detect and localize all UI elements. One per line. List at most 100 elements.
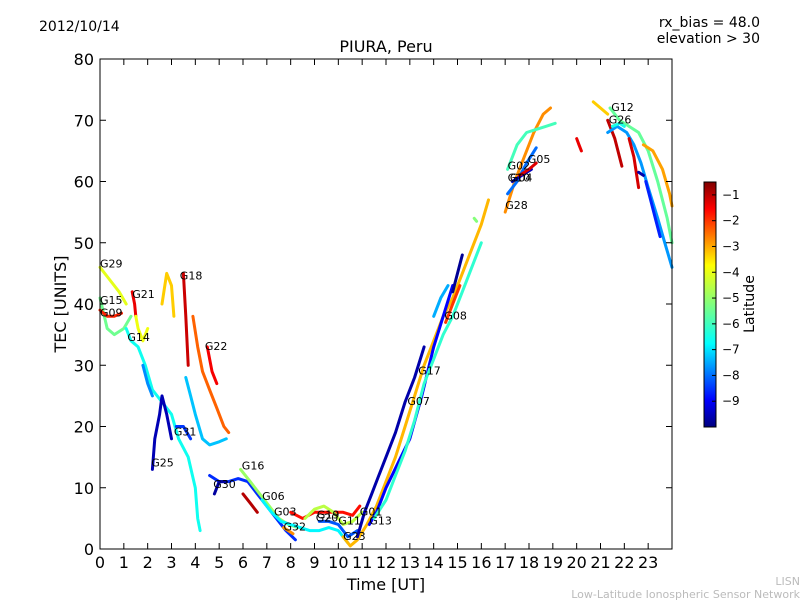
- satellite-label: G08: [444, 309, 467, 322]
- x-tick-label: 22: [614, 553, 634, 572]
- satellite-track-43: [637, 170, 645, 177]
- satellite-label: G02: [508, 159, 531, 172]
- satellite-track-39: [608, 106, 674, 245]
- satellite-label: G09: [100, 306, 123, 319]
- x-tick-label: 10: [328, 553, 348, 572]
- colorbar: [703, 181, 717, 428]
- x-tick-label: 21: [590, 553, 610, 572]
- satellite-label: G19: [317, 508, 340, 521]
- x-tick-label: 0: [95, 553, 105, 572]
- series-layer: [98, 100, 674, 548]
- x-axis-label: Time [UT]: [346, 575, 425, 594]
- satellite-track-0: [98, 265, 128, 306]
- y-tick-label: 80: [74, 50, 94, 69]
- y-axis-label: TEC [UNITS]: [51, 256, 70, 354]
- x-tick-label: 5: [214, 553, 224, 572]
- satellite-track-35: [518, 161, 538, 177]
- x-tick-label: 16: [471, 553, 491, 572]
- satellite-track-42: [627, 137, 641, 190]
- satellite-track-10: [184, 376, 228, 447]
- satellite-track-44: [644, 180, 662, 239]
- satellite-track-24: [355, 345, 426, 539]
- satellite-label: G05: [528, 153, 551, 166]
- y-tick-label: 0: [84, 540, 94, 559]
- satellite-track-18: [260, 498, 350, 545]
- x-tick-label: 20: [566, 553, 586, 572]
- satellite-label: G07: [407, 395, 430, 408]
- y-tick-label: 10: [74, 479, 94, 498]
- satellite-label: G20: [316, 511, 339, 524]
- satellite-track-40: [606, 124, 674, 269]
- credit-lisn: LISN: [775, 575, 800, 588]
- satellite-track-45: [610, 121, 626, 128]
- satellite-label: G29: [100, 257, 123, 270]
- satellite-track-13: [205, 345, 219, 386]
- satellite-track-36: [575, 137, 583, 153]
- satellite-track-7: [150, 394, 173, 471]
- x-tick-label: 2: [143, 553, 153, 572]
- colorbar-tick-label: −5: [722, 291, 740, 305]
- satellite-label: G01: [360, 505, 383, 518]
- satellite-label: G28: [505, 199, 528, 212]
- satellite-label: G31: [174, 426, 197, 439]
- x-tick-label: 23: [638, 553, 658, 572]
- satellite-label: G10: [508, 172, 531, 185]
- colorbar-tick-label: −7: [722, 343, 740, 357]
- credit-network: Low-Latitude Ionospheric Sensor Network: [571, 588, 800, 600]
- x-axis: 0 1 2 3 4 5 6 7 8 9 10 11 12 13 14 15 16 17 18 19 20 21 22 23: [95, 59, 658, 572]
- x-tick-label: 19: [543, 553, 563, 572]
- satellite-label: G03: [274, 505, 297, 518]
- x-tick-label: 8: [286, 553, 296, 572]
- satellite-track-2: [98, 308, 123, 318]
- chart-title: PIURA, Peru: [339, 37, 432, 56]
- x-tick-label: 15: [447, 553, 467, 572]
- satellite-track-12: [191, 314, 231, 435]
- satellite-track-9: [181, 271, 190, 367]
- x-tick-label: 17: [495, 553, 515, 572]
- satellite-label: G15: [100, 294, 123, 307]
- rx-bias-label: rx_bias = 48.0: [659, 15, 760, 31]
- satellite-track-5: [134, 314, 150, 343]
- satellite-track-28: [451, 253, 464, 294]
- satellite-label: G14: [127, 331, 150, 344]
- satellite-track-4: [130, 290, 138, 318]
- satellite-label: G16: [242, 459, 265, 472]
- satellite-track-8: [160, 271, 176, 318]
- satellite-track-41: [641, 143, 674, 208]
- satellite-label: G12: [611, 101, 634, 114]
- x-tick-label: 4: [190, 553, 200, 572]
- satellite-track-37: [591, 100, 610, 116]
- y-tick-label: 60: [74, 173, 94, 192]
- y-tick-label: 30: [74, 356, 94, 375]
- colorbar-tick-label: −4: [722, 265, 740, 279]
- satellite-track-19: [282, 526, 295, 536]
- colorbar-tick-label: −1: [722, 188, 740, 202]
- satellite-label: G23: [343, 530, 366, 543]
- y-axis: 0 10 20 30 40 50 60 70 80: [74, 50, 672, 559]
- x-tick-label: 12: [376, 553, 396, 572]
- satellite-label: G32: [284, 521, 307, 534]
- satellite-track-29: [432, 284, 450, 318]
- satellite-track-3: [124, 327, 202, 533]
- colorbar-tick-label: −8: [722, 368, 740, 382]
- y-tick-label: 40: [74, 295, 94, 314]
- satellite-label: G13: [369, 515, 392, 528]
- satellite-label: G11: [338, 515, 361, 528]
- satellite-label: G22: [205, 340, 228, 353]
- elevation-label: elevation > 30: [657, 31, 760, 47]
- satellite-track-17: [241, 492, 259, 514]
- y-tick-label: 50: [74, 234, 94, 253]
- satellite-track-23: [341, 198, 490, 548]
- colorbar-tick-label: −6: [722, 317, 740, 331]
- colorbar-label: Latitude: [742, 275, 758, 333]
- satellite-track-15: [212, 480, 228, 496]
- satellite-label: G21: [132, 288, 155, 301]
- satellite-track-21: [303, 504, 364, 526]
- x-tick-label: 13: [400, 553, 420, 572]
- satellite-track-32: [506, 121, 557, 171]
- x-tick-label: 7: [262, 553, 272, 572]
- satellite-track-26: [372, 241, 483, 520]
- satellite-track-27: [444, 284, 462, 324]
